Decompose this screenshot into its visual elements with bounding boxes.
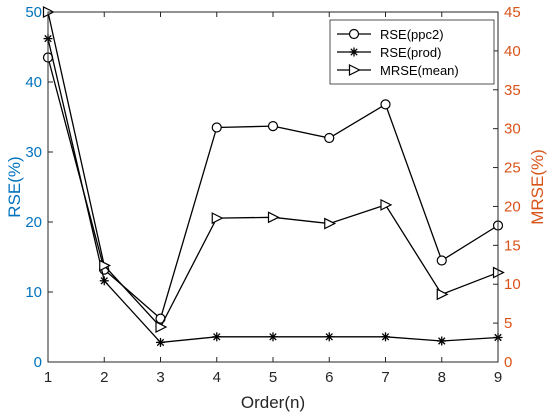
right-tick-label: 10 xyxy=(504,276,521,293)
right-tick-label: 0 xyxy=(504,354,512,371)
x-tick-label: 7 xyxy=(381,369,389,386)
series-triangle-right xyxy=(42,6,505,333)
data-point-star xyxy=(324,332,334,342)
right-tick-label: 45 xyxy=(504,4,521,21)
data-point-star xyxy=(268,332,278,342)
data-point-circle xyxy=(267,120,279,132)
left-tick-label: 40 xyxy=(25,74,42,91)
left-axis-label: RSE(%) xyxy=(5,156,24,217)
left-tick-label: 10 xyxy=(25,284,42,301)
left-tick-label: 30 xyxy=(25,144,42,161)
right-tick-label: 30 xyxy=(504,121,521,138)
right-tick-label: 35 xyxy=(504,82,521,99)
data-point-circle xyxy=(380,99,391,110)
data-point-star xyxy=(212,332,222,342)
legend-label-ppc2: RSE(ppc2) xyxy=(380,27,444,42)
data-point-circle xyxy=(211,122,222,133)
data-point-star xyxy=(437,336,447,346)
chart-marks xyxy=(42,6,505,347)
data-point-star xyxy=(381,332,390,342)
series-star xyxy=(43,34,503,347)
data-point-triangle xyxy=(155,321,168,333)
left-tick-label: 0 xyxy=(34,354,42,371)
legend-marker-mean xyxy=(348,64,361,76)
data-point-circle xyxy=(324,132,335,144)
data-point-triangle xyxy=(380,198,393,211)
x-tick-label: 3 xyxy=(156,369,164,386)
legend-label-prod: RSE(prod) xyxy=(380,45,441,60)
legend: RSE(ppc2) RSE(prod) MRSE(mean) xyxy=(329,19,495,85)
x-tick-label: 1 xyxy=(44,369,52,386)
x-tick-label: 9 xyxy=(494,369,502,386)
left-tick-label: 20 xyxy=(25,214,42,231)
x-tick-label: 4 xyxy=(213,369,221,386)
x-tick-label: 8 xyxy=(438,369,446,386)
x-axis-label: Order(n) xyxy=(241,393,305,412)
left-tick-label: 50 xyxy=(25,4,42,21)
right-tick-label: 25 xyxy=(504,160,521,177)
legend-marker-ppc2 xyxy=(348,28,360,40)
data-point-circle xyxy=(436,255,447,266)
data-point-star xyxy=(156,337,165,347)
right-tick-label: 20 xyxy=(504,198,521,215)
x-tick-label: 6 xyxy=(325,369,333,386)
legend-label-mean: MRSE(mean) xyxy=(380,63,459,78)
right-tick-label: 40 xyxy=(504,43,521,60)
data-point-triangle xyxy=(99,259,112,272)
x-tick-label: 5 xyxy=(269,369,277,386)
data-point-triangle xyxy=(324,217,337,230)
right-axis-label: MRSE(%) xyxy=(528,149,547,225)
right-tick-label: 15 xyxy=(504,237,521,254)
data-point-star xyxy=(99,276,109,286)
data-point-triangle xyxy=(211,212,224,225)
x-tick-label: 2 xyxy=(100,369,108,386)
data-point-triangle xyxy=(267,211,280,224)
data-point-triangle xyxy=(436,288,449,301)
legend-marker-prod xyxy=(349,47,359,57)
right-tick-label: 5 xyxy=(504,315,512,332)
